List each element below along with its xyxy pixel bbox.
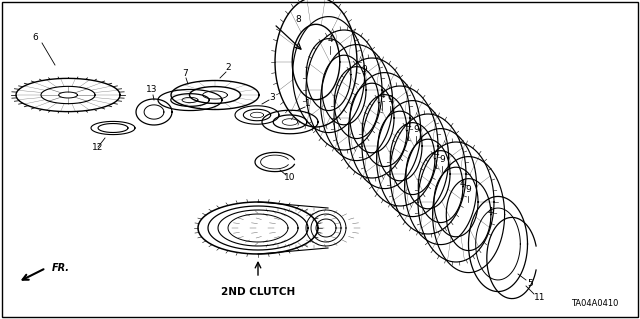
Text: 4: 4 xyxy=(327,35,333,44)
Text: 2ND CLUTCH: 2ND CLUTCH xyxy=(221,287,295,297)
Text: 6: 6 xyxy=(32,33,38,42)
Text: 13: 13 xyxy=(147,85,157,94)
Text: 9: 9 xyxy=(439,155,445,165)
Text: 3: 3 xyxy=(269,93,275,101)
Text: 4: 4 xyxy=(405,122,411,130)
Text: 9: 9 xyxy=(465,186,471,195)
Text: 12: 12 xyxy=(92,144,104,152)
Text: 4: 4 xyxy=(459,180,465,189)
Text: 4: 4 xyxy=(379,92,385,100)
Text: 9: 9 xyxy=(387,95,393,105)
Text: 8: 8 xyxy=(295,16,301,25)
Text: 4: 4 xyxy=(487,207,493,217)
Text: 4: 4 xyxy=(433,150,439,159)
Text: 7: 7 xyxy=(182,70,188,78)
Text: 2: 2 xyxy=(225,63,231,72)
Text: 9: 9 xyxy=(413,125,419,135)
Text: 10: 10 xyxy=(284,174,296,182)
Text: TA04A0410: TA04A0410 xyxy=(571,299,618,308)
Text: 11: 11 xyxy=(534,293,546,302)
Text: 1: 1 xyxy=(305,100,311,108)
Text: FR.: FR. xyxy=(52,263,70,273)
Text: 5: 5 xyxy=(527,279,533,288)
Text: 9: 9 xyxy=(361,65,367,75)
